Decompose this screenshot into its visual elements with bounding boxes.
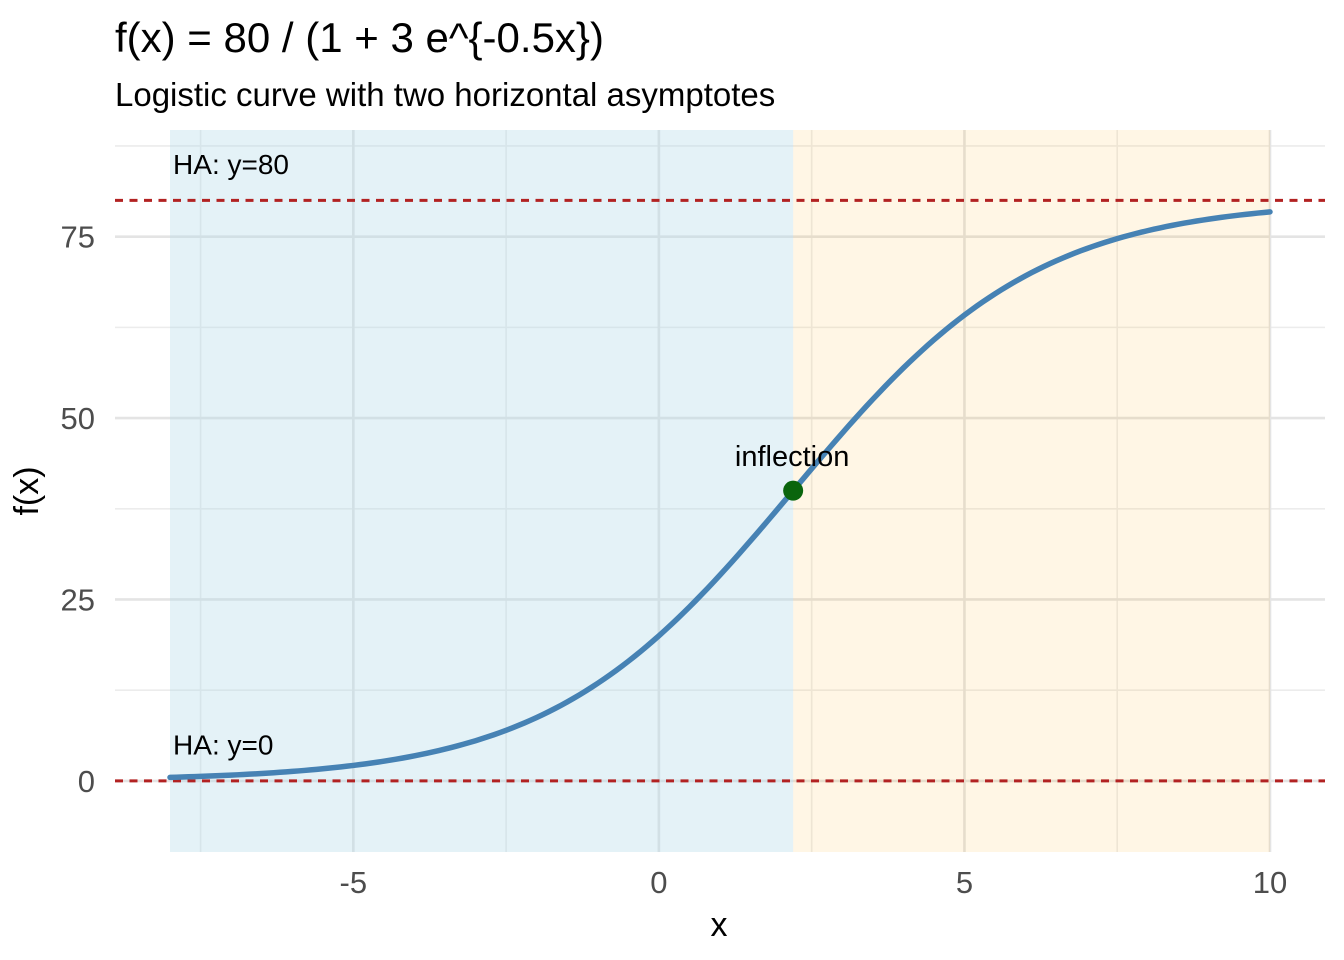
asymptote-lines [115, 198, 1325, 783]
minor-gridlines [115, 130, 1325, 852]
ha-top-label: HA: y=80 [173, 149, 289, 180]
y-tick-label: 0 [78, 764, 95, 799]
y-tick-label: 50 [61, 401, 95, 436]
region-right [793, 130, 1270, 852]
y-tick-label: 25 [61, 582, 95, 617]
logistic-curve-line [167, 209, 1273, 781]
x-tick-label: -5 [340, 865, 368, 900]
y-tick-label: 75 [61, 220, 95, 255]
x-axis-title: x [711, 906, 728, 944]
y-axis-title: f(x) [8, 466, 46, 515]
shaded-regions [170, 130, 1270, 852]
x-axis-tick-labels: -5 0 5 10 [340, 865, 1288, 900]
inflection-point [783, 480, 804, 501]
x-tick-label: 5 [956, 865, 973, 900]
region-left [170, 130, 794, 852]
x-tick-label: 10 [1253, 865, 1287, 900]
chart-title: f(x) = 80 / (1 + 3 e^{-0.5x}) [115, 14, 604, 61]
chart-subtitle: Logistic curve with two horizontal asymp… [115, 76, 775, 113]
y-axis-tick-labels: 0 25 50 75 [61, 220, 95, 799]
ha-bottom-label: HA: y=0 [173, 730, 273, 761]
inflection-label: inflection [735, 441, 849, 473]
x-tick-label: 0 [650, 865, 667, 900]
